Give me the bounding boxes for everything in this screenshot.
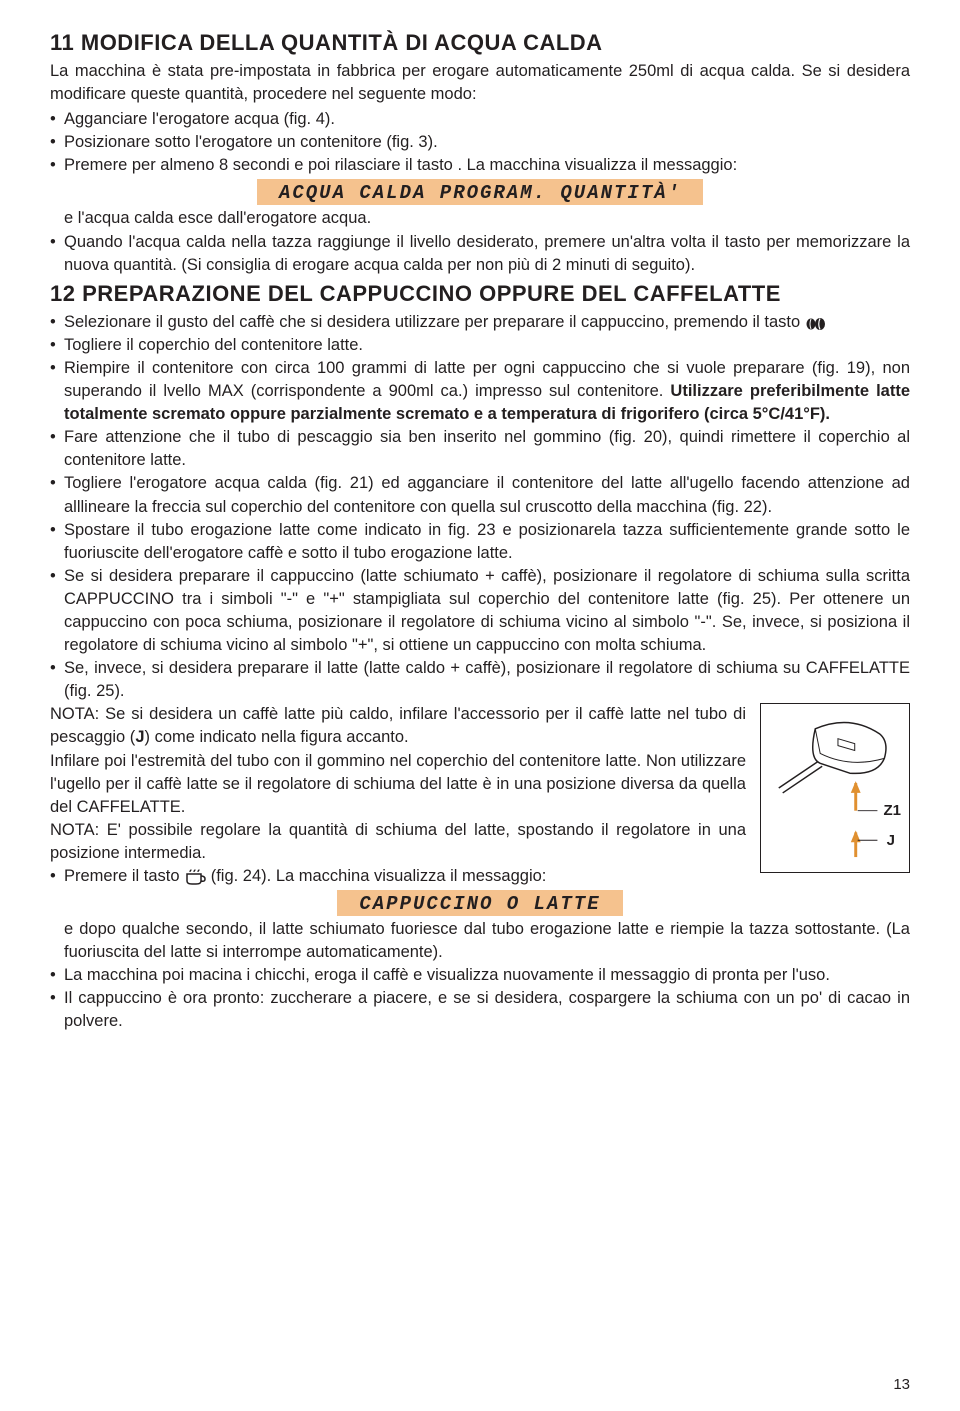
list-item-premere: Premere il tasto (fig. 24). La macchina … xyxy=(50,865,910,888)
figure-accessory: Z1 J xyxy=(760,703,910,873)
list-item: Il cappuccino è ora pronto: zuccherare a… xyxy=(50,987,910,1033)
section-11-list-2: Quando l'acqua calda nella tazza raggiun… xyxy=(50,231,910,277)
premere-text-a: Premere il tasto xyxy=(64,867,184,885)
page-number: 13 xyxy=(893,1376,910,1393)
bean-icon xyxy=(805,315,827,329)
section-12-heading: 12 PREPARAZIONE DEL CAPPUCCINO OPPURE DE… xyxy=(50,281,910,307)
list-item: Togliere il coperchio del contenitore la… xyxy=(50,334,910,357)
section-11-intro: La macchina è stata pre-impostata in fab… xyxy=(50,60,910,106)
list-item: Se si desidera preparare il cappuccino (… xyxy=(50,565,910,657)
premere-text-b: (fig. 24). La macchina visualizza il mes… xyxy=(211,867,547,885)
list-item-text: Premere per almeno 8 secondi e poi rilas… xyxy=(64,156,737,174)
section-11-list-1: Agganciare l'erogatore acqua (fig. 4). P… xyxy=(50,108,910,177)
list-item-text: Selezionare il gusto del caffè che si de… xyxy=(64,313,800,331)
figure-label-j: J xyxy=(887,832,895,849)
section-12-list-1: Selezionare il gusto del caffè che si de… xyxy=(50,311,910,704)
figure-label-z1: Z1 xyxy=(883,802,901,819)
nota-1b: ) come indicato nella figura accanto. xyxy=(145,728,409,746)
list-item: Fare attenzione che il tubo di pescaggio… xyxy=(50,426,910,472)
section-11-post-display: e l'acqua calda esce dall'erogatore acqu… xyxy=(50,207,910,230)
list-item: Posizionare sotto l'erogatore un conteni… xyxy=(50,131,910,154)
list-item: Agganciare l'erogatore acqua (fig. 4). xyxy=(50,108,910,131)
list-item: Selezionare il gusto del caffè che si de… xyxy=(50,311,910,334)
list-item: Togliere l'erogatore acqua calda (fig. 2… xyxy=(50,472,910,518)
cappuccino-icon xyxy=(184,869,206,885)
list-item: Spostare il tubo erogazione latte come i… xyxy=(50,519,910,565)
list-item: Se, invece, si desidera preparare il lat… xyxy=(50,657,910,703)
list-item: La macchina poi macina i chicchi, eroga … xyxy=(50,964,910,987)
post-display-2: e dopo qualche secondo, il latte schiuma… xyxy=(50,918,910,964)
lcd-message-1: ACQUA CALDA PROGRAM. QUANTITÀ' xyxy=(257,179,703,205)
bold-j: J xyxy=(135,728,144,746)
list-item: Premere per almeno 8 secondi e poi rilas… xyxy=(50,154,910,177)
lcd-message-2: CAPPUCCINO O LATTE xyxy=(337,890,622,916)
list-item: Riempire il contenitore con circa 100 gr… xyxy=(50,357,910,426)
section-11-heading: 11 MODIFICA DELLA QUANTITÀ DI ACQUA CALD… xyxy=(50,30,910,56)
section-12-list-3: La macchina poi macina i chicchi, eroga … xyxy=(50,964,910,1033)
list-item: Quando l'acqua calda nella tazza raggiun… xyxy=(50,231,910,277)
section-12-list-premere: Premere il tasto (fig. 24). La macchina … xyxy=(50,865,910,888)
